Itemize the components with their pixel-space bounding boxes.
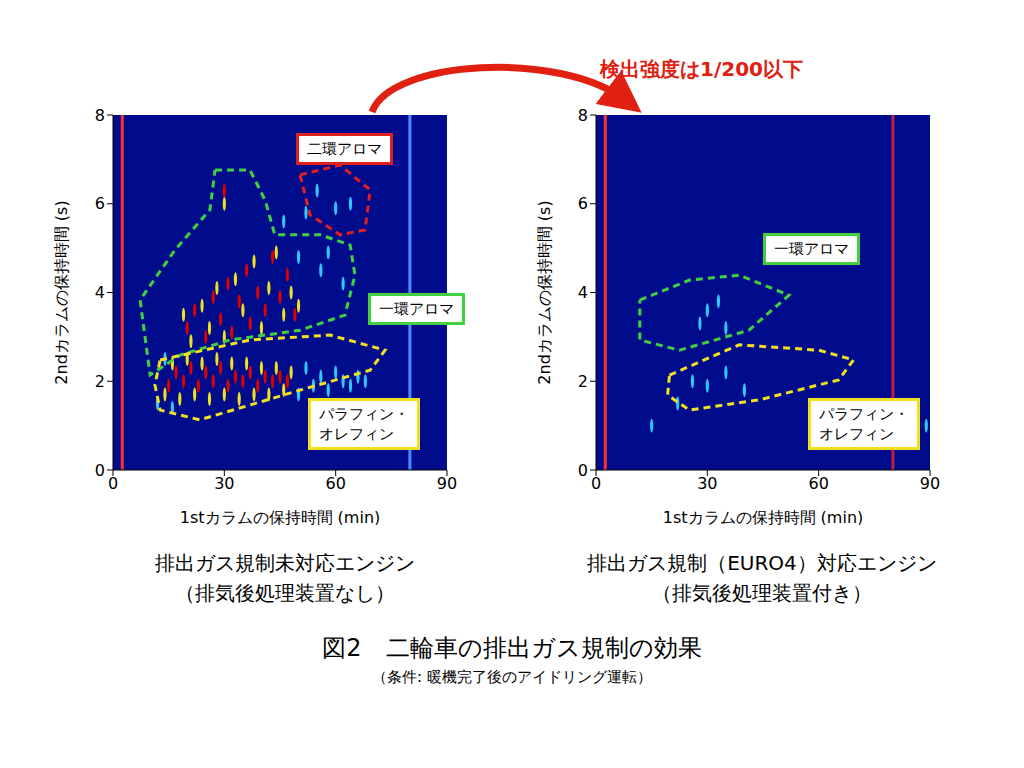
svg-text:6: 6	[95, 194, 105, 213]
svg-text:60: 60	[325, 474, 345, 493]
svg-text:8: 8	[95, 106, 105, 125]
svg-text:2ndカラムの保持時間 (s): 2ndカラムの保持時間 (s)	[536, 200, 554, 384]
html-text:図2 二輪車の排出ガス規制の効果: 図2 二輪車の排出ガス規制の効果	[322, 634, 702, 662]
html-text:一環アロマ: 一環アロマ	[774, 240, 849, 258]
html-text:排出ガス規制（EURO4）対応エンジン: 排出ガス規制（EURO4）対応エンジン	[587, 551, 937, 575]
html-text:一環アロマ: 一環アロマ	[379, 300, 454, 318]
html-text:パラフィン・ オレフィン: パラフィン・ オレフィン	[319, 405, 409, 443]
html-text:パラフィン・ オレフィン: パラフィン・ オレフィン	[819, 405, 909, 443]
svg-text:30: 30	[214, 474, 234, 493]
svg-text:0: 0	[108, 474, 118, 493]
html-text:（排気後処理装置なし）: （排気後処理装置なし）	[175, 581, 395, 605]
svg-text:0: 0	[591, 474, 601, 493]
svg-text:90: 90	[920, 474, 940, 493]
svg-text:60: 60	[808, 474, 828, 493]
html-text:（排気後処理装置付き）: （排気後処理装置付き）	[652, 581, 872, 605]
html-text:（条件: 暖機完了後のアイドリング運転）: （条件: 暖機完了後のアイドリング運転）	[372, 668, 652, 686]
svg-text:2ndカラムの保持時間 (s): 2ndカラムの保持時間 (s)	[53, 200, 71, 384]
svg-text:6: 6	[578, 194, 588, 213]
svg-text:1stカラムの保持時間 (min): 1stカラムの保持時間 (min)	[180, 508, 381, 525]
html-text:検出強度は1/200以下: 検出強度は1/200以下	[600, 57, 803, 81]
svg-text:4: 4	[95, 283, 105, 302]
svg-text:0: 0	[95, 461, 105, 480]
svg-text:30: 30	[697, 474, 717, 493]
svg-text:90: 90	[437, 474, 457, 493]
html-text:二環アロマ: 二環アロマ	[307, 140, 382, 158]
svg-text:8: 8	[578, 106, 588, 125]
svg-text:1stカラムの保持時間 (min): 1stカラムの保持時間 (min)	[663, 508, 864, 525]
svg-text:0: 0	[578, 461, 588, 480]
svg-text:4: 4	[578, 283, 588, 302]
html-text:排出ガス規制未対応エンジン: 排出ガス規制未対応エンジン	[155, 551, 415, 575]
svg-text:2: 2	[578, 372, 588, 391]
svg-text:2: 2	[95, 372, 105, 391]
